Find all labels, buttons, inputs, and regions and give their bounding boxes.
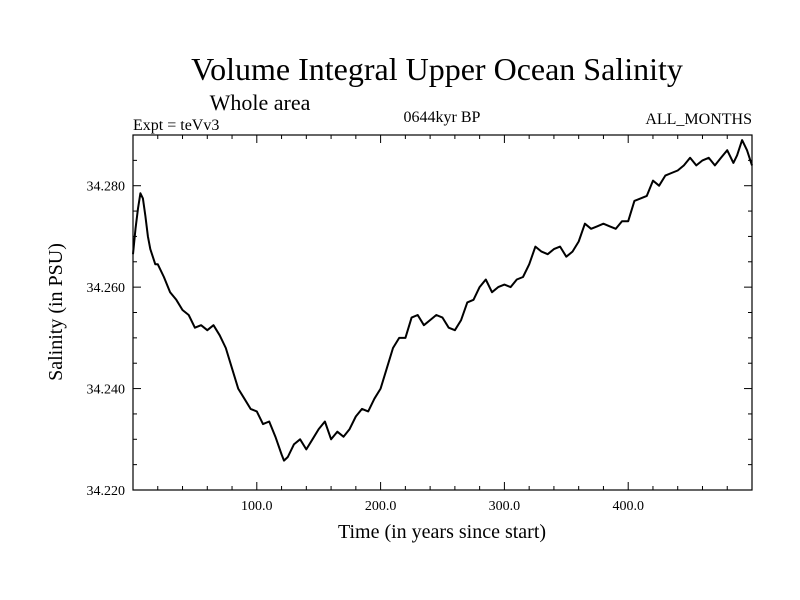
x-axis-label: Time (in years since start) (338, 521, 546, 543)
y-tick-label: 34.280 (87, 180, 126, 195)
period-label: 0644kyr BP (404, 109, 481, 126)
chart-subtitle: Whole area (210, 90, 311, 115)
x-tick-label: 400.0 (612, 499, 644, 514)
chart-title: Volume Integral Upper Ocean Salinity (191, 51, 683, 87)
y-tick-label: 34.240 (87, 383, 126, 398)
y-tick-label: 34.260 (87, 281, 126, 296)
x-axis-ticks (157, 135, 728, 490)
plot-frame (132, 134, 753, 491)
salinity-series-line (132, 139, 753, 462)
x-tick-label: 200.0 (365, 499, 397, 514)
y-axis-ticks (133, 159, 752, 491)
y-axis-tick-labels: 34.220 34.240 34.260 34.280 (87, 180, 126, 499)
y-tick-label: 34.220 (87, 484, 126, 499)
x-axis-tick-labels: 100.0 200.0 300.0 400.0 (241, 499, 644, 514)
x-tick-label: 100.0 (241, 499, 273, 514)
experiment-label: Expt = teVv3 (133, 117, 219, 134)
x-tick-label: 300.0 (489, 499, 521, 514)
months-label: ALL_MONTHS (645, 111, 752, 128)
y-axis-label: Salinity (in PSU) (45, 243, 67, 381)
